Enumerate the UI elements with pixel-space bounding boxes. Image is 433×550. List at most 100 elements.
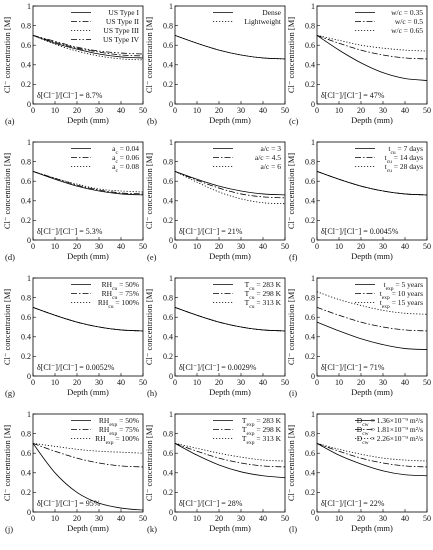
legend-entry: Texp = 313 K xyxy=(242,434,282,446)
series-line xyxy=(32,171,144,196)
relative-difference-annotation: δ[Cl⁻]/[Cl⁻] = 28% xyxy=(179,499,243,508)
x-tick-label: 0 xyxy=(173,514,177,523)
relative-difference-annotation: δ[Cl⁻]/[Cl⁻] = 95% xyxy=(37,499,101,508)
plot-frame xyxy=(316,413,428,513)
y-tick-label: 1 xyxy=(27,274,31,283)
x-tick-label: 10 xyxy=(193,378,201,387)
y-tick-label: 0.8 xyxy=(305,157,315,166)
x-tick-label: 0 xyxy=(315,514,319,523)
x-tick-label: 10 xyxy=(51,242,59,251)
y-tick-label: 0.2 xyxy=(21,80,31,89)
legend-entry: Dcw = 2.26×10⁻⁹ m²/s xyxy=(357,434,423,446)
series-line xyxy=(316,307,428,332)
y-axis-label: Cl⁻ concentration [M] xyxy=(144,153,154,229)
x-tick-label: 20 xyxy=(215,242,223,251)
x-tick-label: 20 xyxy=(357,514,365,523)
y-tick-label: 0 xyxy=(311,100,315,109)
x-tick-label: 30 xyxy=(95,242,103,251)
x-tick-label: 20 xyxy=(73,106,81,115)
series-line xyxy=(316,443,428,477)
y-tick-label: 0 xyxy=(169,508,173,517)
legend-entry: RHcu = 50% xyxy=(102,280,139,292)
relative-difference-annotation: δ[Cl⁻]/[Cl⁻] = 5.3% xyxy=(37,227,103,236)
series-line xyxy=(316,171,428,196)
y-tick-label: 0.6 xyxy=(21,449,31,458)
y-tick-label: 0 xyxy=(169,236,173,245)
y-tick-label: 0.8 xyxy=(163,429,173,438)
legend-entry: tcu = 28 days xyxy=(385,162,423,174)
x-tick-label: 0 xyxy=(315,106,319,115)
series-line xyxy=(316,35,428,60)
legend-entry: Tcu = 313 K xyxy=(245,298,282,310)
y-axis-label: Cl⁻ concentration [M] xyxy=(2,17,12,93)
plot-frame xyxy=(32,5,144,105)
panel-letter: (i) xyxy=(289,388,297,398)
legend-entry: Texp = 283 K xyxy=(242,416,282,428)
series-line xyxy=(174,443,286,479)
x-tick-label: 30 xyxy=(95,106,103,115)
series-line xyxy=(32,171,144,193)
x-tick-label: 40 xyxy=(401,106,409,115)
y-tick-label: 0 xyxy=(27,236,31,245)
x-tick-label: 0 xyxy=(315,378,319,387)
y-tick-label: 0.8 xyxy=(163,157,173,166)
series-line xyxy=(174,171,286,205)
x-tick-label: 30 xyxy=(237,106,245,115)
relative-difference-annotation: δ[Cl⁻]/[Cl⁻] = 0.0029% xyxy=(179,363,257,372)
legend-entry: US Type I xyxy=(108,8,139,17)
x-axis-label: Depth (mm) xyxy=(351,387,393,397)
series-line xyxy=(174,35,286,60)
y-tick-label: 0.6 xyxy=(305,313,315,322)
plot-frame xyxy=(316,141,428,241)
y-tick-label: 0.2 xyxy=(305,488,315,497)
x-axis-label: Depth (mm) xyxy=(209,523,251,533)
x-tick-label: 30 xyxy=(379,514,387,523)
legend-entry: Tcu = 298 K xyxy=(245,289,282,301)
plot-frame xyxy=(174,141,286,241)
series-line xyxy=(174,171,286,196)
plot-frame xyxy=(32,413,144,513)
series-line xyxy=(174,443,286,468)
subplot-f: 0 10 20 30 40 50 0 0.2 0.4 0.6 0.8 1 Depth (mm) Cl⁻ c… xyxy=(286,138,431,262)
y-tick-label: 0.6 xyxy=(163,177,173,186)
subplot-k: 0 10 20 30 40 50 0 0.2 0.4 0.6 0.8 1 Depth (mm) Cl⁻ c… xyxy=(144,410,289,534)
x-axis-label: Depth (mm) xyxy=(67,251,109,261)
plot-frame xyxy=(32,277,144,377)
panel-letter: (d) xyxy=(5,252,15,262)
x-tick-label: 30 xyxy=(95,514,103,523)
y-tick-label: 0.4 xyxy=(21,197,31,206)
x-tick-label: 0 xyxy=(173,106,177,115)
y-tick-label: 0.8 xyxy=(163,21,173,30)
x-tick-label: 20 xyxy=(73,514,81,523)
series-line xyxy=(174,35,286,60)
x-tick-label: 40 xyxy=(117,106,125,115)
legend-entry: texp = 10 years xyxy=(380,289,423,301)
x-tick-label: 20 xyxy=(357,378,365,387)
x-tick-label: 40 xyxy=(259,242,267,251)
x-tick-label: 30 xyxy=(237,378,245,387)
legend-entry: US Type IV xyxy=(103,35,140,44)
y-tick-label: 0.2 xyxy=(163,488,173,497)
series-line xyxy=(32,171,144,195)
x-tick-label: 0 xyxy=(315,242,319,251)
legend-entry: RHexp = 50% xyxy=(99,416,139,428)
y-tick-label: 0.6 xyxy=(163,313,173,322)
x-tick-label: 40 xyxy=(117,242,125,251)
y-tick-label: 1 xyxy=(27,138,31,147)
x-tick-label: 10 xyxy=(335,378,343,387)
x-axis-label: Depth (mm) xyxy=(67,115,109,125)
x-axis-label: Depth (mm) xyxy=(209,115,251,125)
y-tick-label: 0.2 xyxy=(21,488,31,497)
y-tick-label: 1 xyxy=(27,2,31,11)
subplot-l: 0 10 20 30 40 50 0 0.2 0.4 0.6 0.8 1 Depth (mm) Cl⁻ c… xyxy=(286,410,431,534)
x-tick-label: 50 xyxy=(423,378,431,387)
plot-frame xyxy=(316,5,428,105)
y-tick-label: 0.6 xyxy=(305,449,315,458)
y-tick-label: 0.2 xyxy=(163,216,173,225)
series-line xyxy=(316,321,428,350)
y-tick-label: 0.6 xyxy=(21,313,31,322)
y-tick-label: 0 xyxy=(27,372,31,381)
series-line xyxy=(174,171,286,199)
y-tick-label: 0 xyxy=(27,508,31,517)
x-tick-label: 30 xyxy=(95,378,103,387)
